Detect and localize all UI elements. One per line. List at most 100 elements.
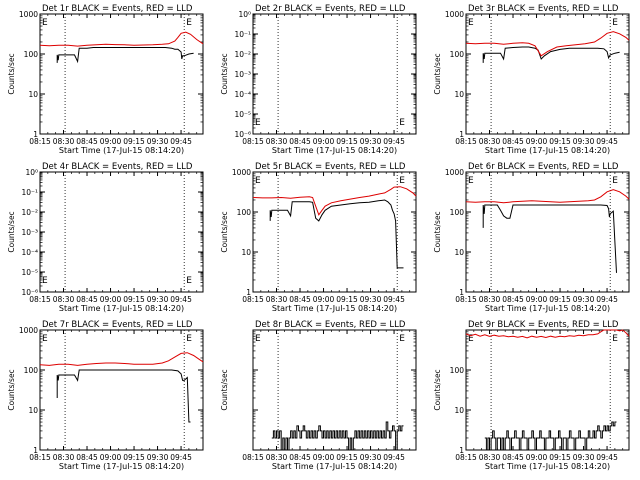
- x-axis-label: Start Time (17-Jul-15 08:14:20): [59, 462, 184, 471]
- x-tick-label: 09:45: [170, 137, 192, 146]
- x-axis-label: Start Time (17-Jul-15 08:14:20): [485, 462, 610, 471]
- e-marker: E: [255, 118, 261, 128]
- y-tick-label: 10⁻¹: [21, 188, 38, 197]
- x-tick-label: 08:45: [76, 295, 98, 304]
- plot-frame: [252, 171, 417, 293]
- e-marker: E: [468, 334, 474, 344]
- x-tick-label: 08:45: [289, 453, 311, 462]
- x-tick-label: 08:45: [289, 295, 311, 304]
- panel-title: Det 7r BLACK = Events, RED = LLD: [42, 320, 193, 330]
- x-tick-label: 09:00: [313, 295, 335, 304]
- x-tick-label: 09:30: [573, 453, 595, 462]
- x-tick-label: 09:15: [123, 137, 145, 146]
- series-lld: [465, 329, 630, 339]
- y-tick-label: 1: [33, 446, 38, 455]
- x-tick-label: 09:30: [573, 295, 595, 304]
- plot-frame: [465, 171, 630, 293]
- x-axis-label: Start Time (17-Jul-15 08:14:20): [272, 304, 397, 313]
- x-tick-label: 09:15: [549, 295, 571, 304]
- e-marker: E: [468, 176, 474, 186]
- plot-frame: [39, 171, 204, 293]
- panel-title: Det 3r BLACK = Events, RED = LLD: [468, 4, 619, 14]
- panel-title: Det 9r BLACK = Events, RED = LLD: [468, 320, 619, 330]
- y-tick-label: 100: [450, 366, 465, 375]
- y-tick-label: 10⁻²: [21, 208, 38, 217]
- y-axis-label: Counts/sec: [433, 53, 442, 94]
- x-axis-label: Start Time (17-Jul-15 08:14:20): [59, 304, 184, 313]
- x-tick-label: 08:15: [29, 295, 51, 304]
- y-tick-label: 10: [454, 406, 464, 415]
- x-tick-label: 08:15: [455, 137, 477, 146]
- y-tick-label: 1: [459, 130, 464, 139]
- x-tick-label: 08:45: [502, 137, 524, 146]
- x-tick-label: 08:30: [266, 295, 288, 304]
- y-tick-label: 10⁻⁴: [234, 90, 251, 99]
- x-tick-label: 08:30: [53, 453, 75, 462]
- y-axis-label: Counts/sec: [220, 369, 229, 410]
- x-tick-label: 09:30: [360, 137, 382, 146]
- x-tick-label: 09:45: [170, 295, 192, 304]
- x-tick-label: 09:00: [526, 295, 548, 304]
- x-axis-label: Start Time (17-Jul-15 08:14:20): [59, 146, 184, 155]
- e-marker: E: [399, 118, 405, 128]
- x-tick-label: 08:15: [242, 137, 264, 146]
- e-marker: E: [255, 334, 261, 344]
- x-tick-label: 09:45: [596, 137, 618, 146]
- e-marker: E: [468, 18, 474, 28]
- y-axis-label: Counts/sec: [7, 53, 16, 94]
- detector-panel-6: Det 6r BLACK = Events, RED = LLD 1 10 100 10…: [433, 162, 630, 313]
- x-axis-label: Start Time (17-Jul-15 08:14:20): [485, 146, 610, 155]
- y-tick-label: 10: [28, 90, 38, 99]
- y-tick-label: 10⁻⁵: [21, 268, 38, 277]
- x-axis-label: Start Time (17-Jul-15 08:14:20): [485, 304, 610, 313]
- y-tick-label: 1000: [232, 168, 251, 177]
- series-events: [56, 369, 191, 423]
- x-tick-label: 08:15: [455, 453, 477, 462]
- x-tick-label: 08:15: [242, 295, 264, 304]
- y-tick-label: 100: [450, 50, 465, 59]
- x-tick-label: 08:30: [266, 453, 288, 462]
- x-tick-label: 08:45: [76, 137, 98, 146]
- y-tick-label: 10⁻¹: [234, 30, 251, 39]
- y-axis-label: Counts/sec: [7, 211, 16, 252]
- panel-title: Det 1r BLACK = Events, RED = LLD: [42, 4, 193, 14]
- e-marker: E: [399, 334, 405, 344]
- series-lld: [252, 186, 417, 216]
- detector-panel-1: Det 1r BLACK = Events, RED = LLD 1 10 100 10…: [7, 4, 204, 155]
- x-tick-label: 09:30: [147, 137, 169, 146]
- x-tick-label: 08:45: [289, 137, 311, 146]
- e-marker: E: [42, 334, 48, 344]
- x-tick-label: 09:00: [313, 137, 335, 146]
- e-marker: E: [42, 18, 48, 28]
- y-axis-label: Counts/sec: [433, 211, 442, 252]
- y-tick-label: 10⁻⁶: [234, 130, 251, 139]
- x-tick-label: 09:15: [336, 295, 358, 304]
- y-tick-label: 10⁻³: [21, 228, 38, 237]
- y-tick-label: 1000: [445, 10, 464, 19]
- e-marker: E: [186, 276, 192, 286]
- e-marker: E: [186, 334, 192, 344]
- x-tick-label: 09:15: [123, 453, 145, 462]
- e-marker: E: [399, 176, 405, 186]
- plot-frame: [39, 329, 204, 451]
- x-axis-label: Start Time (17-Jul-15 08:14:20): [272, 462, 397, 471]
- detector-panel-2: Det 2r BLACK = Events, RED = LLD 10⁰ 10⁻¹ 1…: [220, 4, 417, 155]
- x-tick-label: 09:30: [360, 453, 382, 462]
- series-events: [484, 421, 617, 451]
- y-tick-label: 10: [454, 90, 464, 99]
- x-tick-label: 09:45: [170, 453, 192, 462]
- x-tick-label: 09:15: [549, 137, 571, 146]
- detector-panel-8: Det 8r BLACK = Events, RED = LLD Counts/s…: [220, 320, 417, 471]
- y-tick-label: 10⁻⁴: [21, 248, 38, 257]
- x-tick-label: 09:45: [383, 453, 405, 462]
- x-tick-label: 08:30: [53, 137, 75, 146]
- y-tick-label: 10⁻⁵: [234, 110, 251, 119]
- x-tick-label: 08:45: [502, 295, 524, 304]
- x-tick-label: 09:15: [336, 137, 358, 146]
- series-events: [482, 46, 620, 63]
- y-tick-label: 1000: [445, 168, 464, 177]
- detector-panel-5: Det 5r BLACK = Events, RED = LLD 1 10 100 10…: [220, 162, 417, 313]
- x-tick-label: 09:00: [526, 453, 548, 462]
- x-tick-label: 09:30: [573, 137, 595, 146]
